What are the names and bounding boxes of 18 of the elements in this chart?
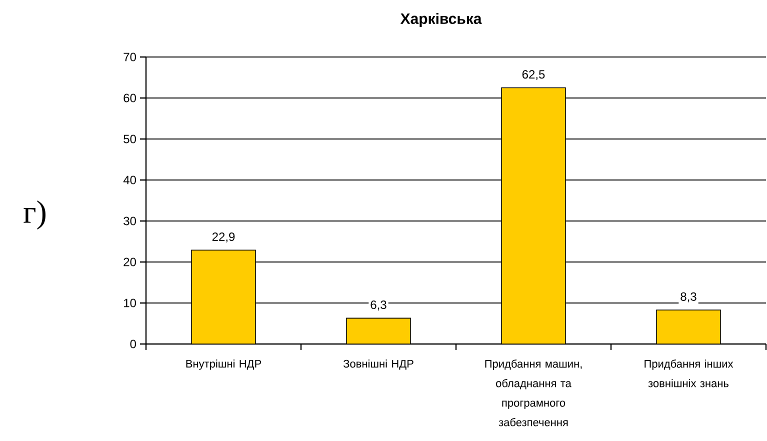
data-label: 22,9 xyxy=(212,232,235,242)
y-tick-label: 40 xyxy=(123,176,136,184)
data-label: 8,3 xyxy=(680,292,696,302)
text: г) xyxy=(24,200,46,230)
x-tick-label: Внутрішні НДР xyxy=(186,360,262,370)
x-tick-label: Придбання машин, обладнання та програмного забезпечення xyxy=(485,360,582,426)
data-label: 6,3 xyxy=(370,300,386,310)
y-tick-label: 0 xyxy=(130,340,136,348)
y-tick-label: 50 xyxy=(124,134,136,144)
y-tick-label: 60 xyxy=(124,94,136,102)
y-tick-label: 30 xyxy=(124,216,136,226)
y-tick-label: 10 xyxy=(124,298,136,308)
y-tick-label: 20 xyxy=(124,258,136,266)
chart-title: Харківська xyxy=(400,13,482,27)
data-label: 62,5 xyxy=(522,70,545,80)
x-tick-label: Зовнішні НДР xyxy=(343,360,414,370)
x-tick-label: Придбання інших зовнішніх знань xyxy=(644,360,734,388)
y-tick-label: 70 xyxy=(124,52,136,62)
